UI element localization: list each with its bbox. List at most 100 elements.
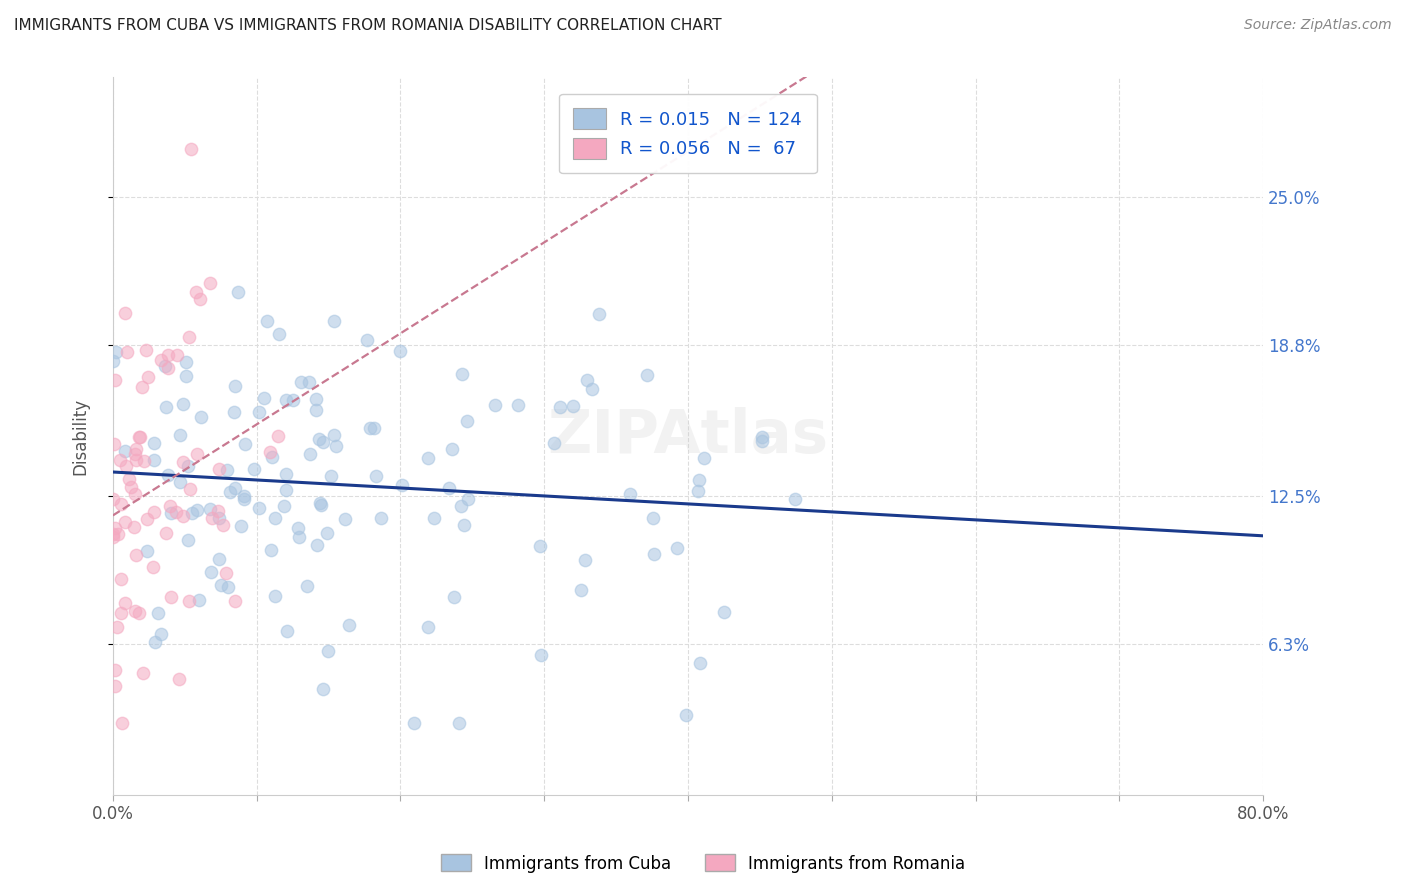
Point <box>311 498 333 512</box>
Point <box>290 375 312 389</box>
Point <box>135 343 157 357</box>
Point <box>117 471 139 485</box>
Point <box>124 487 146 501</box>
Point <box>134 454 156 468</box>
Point <box>689 657 711 671</box>
Point <box>125 548 148 562</box>
Point <box>418 450 440 465</box>
Point <box>169 428 191 442</box>
Point <box>104 521 127 535</box>
Point <box>443 590 465 604</box>
Point <box>437 481 460 495</box>
Point <box>247 405 270 419</box>
Point <box>224 594 246 608</box>
Point <box>215 566 238 580</box>
Point <box>159 591 181 605</box>
Point <box>186 503 208 517</box>
Point <box>172 397 194 411</box>
Point <box>157 361 180 376</box>
Point <box>688 484 710 499</box>
Point <box>224 482 246 496</box>
Point <box>641 510 664 524</box>
Point <box>363 420 385 434</box>
Point <box>209 578 232 592</box>
Point <box>508 398 530 412</box>
Point <box>307 538 329 552</box>
Point <box>160 506 183 520</box>
Point <box>177 533 200 548</box>
Point <box>120 480 142 494</box>
Point <box>190 409 212 424</box>
Point <box>550 400 572 414</box>
Point <box>402 716 425 731</box>
Point <box>217 580 239 594</box>
Point <box>713 605 735 619</box>
Point <box>159 499 181 513</box>
Point <box>274 483 297 498</box>
Point <box>174 368 197 383</box>
Point <box>308 432 330 446</box>
Point <box>233 436 256 450</box>
Point <box>156 348 179 362</box>
Point <box>263 511 285 525</box>
Point <box>232 490 254 504</box>
Point <box>111 716 134 731</box>
Point <box>416 620 439 634</box>
Point <box>693 451 716 466</box>
Point <box>588 307 610 321</box>
Point <box>215 462 238 476</box>
Point <box>150 627 173 641</box>
Point <box>253 391 276 405</box>
Point <box>114 595 136 609</box>
Point <box>305 392 328 407</box>
Point <box>114 515 136 529</box>
Point <box>128 606 150 620</box>
Point <box>136 370 159 384</box>
Text: IMMIGRANTS FROM CUBA VS IMMIGRANTS FROM ROMANIA DISABILITY CORRELATION CHART: IMMIGRANTS FROM CUBA VS IMMIGRANTS FROM … <box>14 18 721 33</box>
Point <box>201 510 224 524</box>
Point <box>166 347 188 361</box>
Point <box>247 501 270 516</box>
Point <box>169 475 191 490</box>
Point <box>273 500 295 514</box>
Point <box>274 392 297 407</box>
Point <box>207 511 229 525</box>
Point <box>101 526 124 541</box>
Point <box>104 679 127 693</box>
Point <box>200 566 222 580</box>
Point <box>226 285 249 300</box>
Point <box>224 379 246 393</box>
Point <box>619 487 641 501</box>
Point <box>176 355 198 369</box>
Point <box>575 373 598 387</box>
Point <box>143 453 166 467</box>
Point <box>179 330 201 344</box>
Point <box>104 373 127 387</box>
Point <box>325 439 347 453</box>
Point <box>450 500 472 514</box>
Point <box>110 497 132 511</box>
Point <box>128 430 150 444</box>
Point <box>267 327 290 342</box>
Point <box>104 663 127 677</box>
Point <box>186 447 208 461</box>
Legend: R = 0.015   N = 124, R = 0.056   N =  67: R = 0.015 N = 124, R = 0.056 N = 67 <box>560 94 817 173</box>
Point <box>105 345 128 359</box>
Point <box>107 526 129 541</box>
Point <box>259 445 281 459</box>
Point <box>188 292 211 306</box>
Point <box>316 526 339 541</box>
Point <box>207 504 229 518</box>
Point <box>186 285 208 299</box>
Point <box>308 496 330 510</box>
Point <box>150 352 173 367</box>
Point <box>298 447 321 461</box>
Point <box>447 716 470 731</box>
Point <box>188 593 211 607</box>
Point <box>530 648 553 662</box>
Point <box>155 525 177 540</box>
Point <box>122 520 145 534</box>
Point <box>128 430 150 444</box>
Point <box>456 414 478 428</box>
Point <box>484 398 506 412</box>
